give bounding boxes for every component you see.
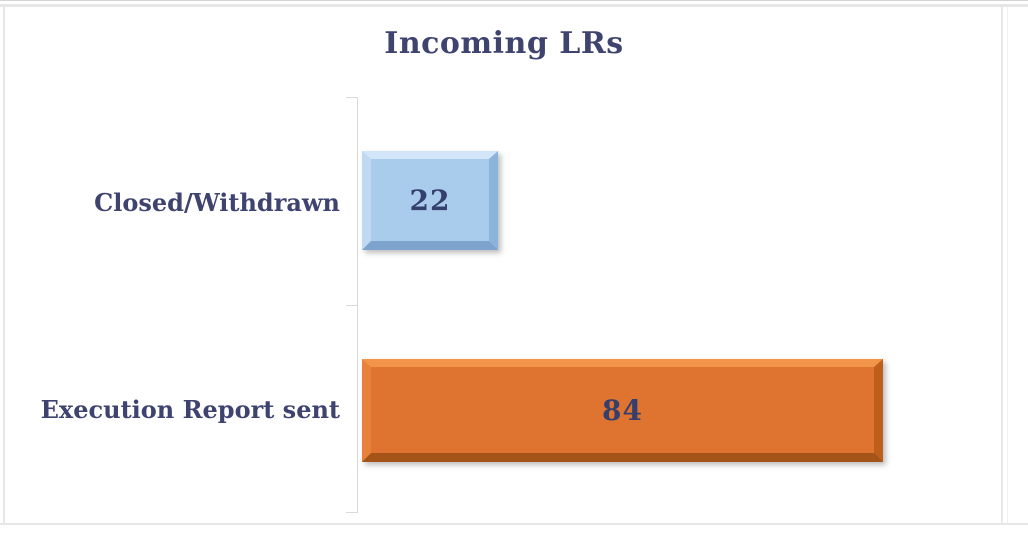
data-label-closed-withdrawn: 22 (409, 183, 451, 217)
category-axis-line (357, 97, 358, 513)
chart-frame-right-border (1001, 7, 1003, 523)
axis-tick-middle (346, 305, 357, 306)
chart-frame-top-border (0, 4, 1028, 7)
axis-tick-bottom (346, 512, 357, 513)
chart-frame-right-shadow (1007, 7, 1008, 523)
bar-execution-report-sent: 84 (362, 359, 883, 462)
chart-title: Incoming LRs (384, 26, 624, 61)
chart-frame-bottom-border (0, 523, 1028, 525)
chart-frame-left-border (3, 7, 5, 523)
bar-closed-withdrawn: 22 (362, 151, 498, 250)
data-label-execution-report-sent: 84 (602, 393, 643, 427)
category-label-execution-report-sent: Execution Report sent (40, 395, 340, 424)
page-top-hairline (0, 0, 1028, 1)
axis-tick-top (346, 97, 357, 98)
category-label-closed-withdrawn: Closed/Withdrawn (94, 188, 340, 217)
